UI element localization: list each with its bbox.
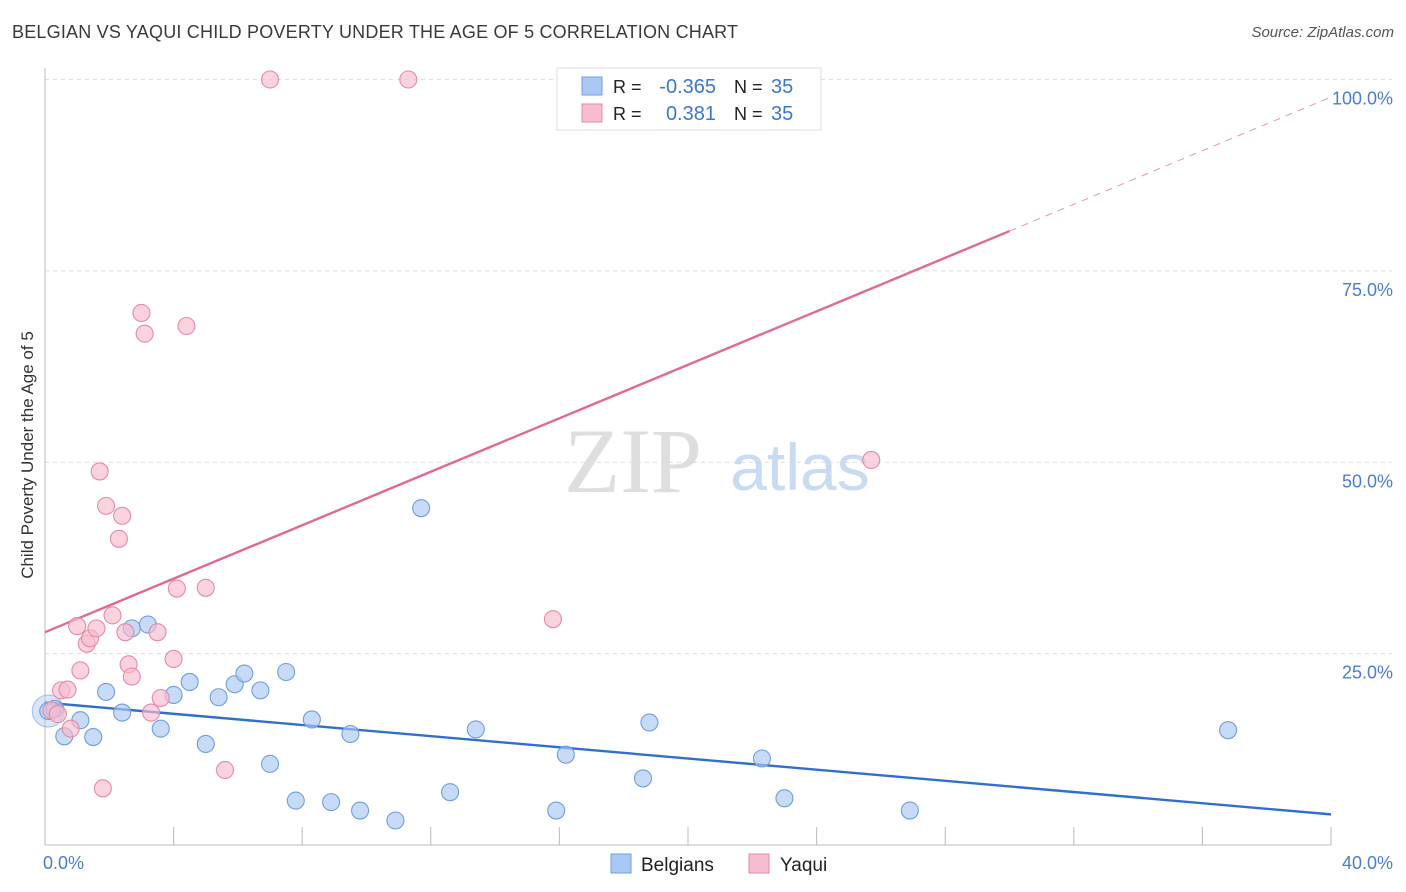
yaqui-point — [135, 324, 154, 343]
belgian-point — [752, 749, 771, 768]
yaqui-point — [61, 719, 80, 738]
belgian-point — [84, 728, 103, 747]
yaqui-point — [97, 496, 116, 515]
series-label-belgians: Belgians — [641, 855, 714, 876]
series-swatch-belgians — [610, 853, 632, 874]
watermark: ZIP atlas — [564, 410, 870, 512]
yaqui-point — [260, 70, 280, 89]
belgian-trend-line — [44, 701, 1332, 816]
legend-n-label-2: N = — [734, 104, 763, 124]
belgian-point — [351, 801, 370, 820]
belgian-point — [547, 801, 566, 820]
yaqui-point — [148, 623, 167, 642]
y-tick-label: 25.0% — [1342, 663, 1393, 683]
belgian-point — [412, 499, 431, 518]
y-tick-label: 50.0% — [1342, 471, 1393, 491]
yaqui-point — [177, 316, 196, 336]
yaqui-point — [122, 667, 141, 686]
legend-swatch-belgians — [581, 76, 603, 96]
yaqui-point — [68, 617, 87, 636]
belgian-point — [322, 793, 341, 812]
yaqui-point — [196, 578, 215, 597]
belgian-point — [302, 710, 321, 729]
source-credit: Source: ZipAtlas.com — [1251, 24, 1394, 41]
yaqui-point — [93, 779, 112, 798]
yaqui-point — [151, 688, 170, 708]
yaqui-point — [862, 450, 881, 470]
yaqui-point — [113, 506, 132, 525]
belgian-point — [286, 791, 305, 810]
belgian-point — [277, 662, 296, 682]
series-label-yaqui: Yaqui — [780, 855, 827, 876]
watermark-zip: ZIP — [564, 410, 702, 512]
legend-r-label-2: R = — [613, 104, 642, 124]
yaqui-point — [142, 703, 161, 722]
belgian-point — [900, 801, 919, 820]
belgian-point — [633, 769, 653, 788]
legend-r-value-1: -0.365 — [659, 76, 716, 98]
yaqui-point — [58, 680, 77, 699]
x-tick-label: 40.0% — [1342, 853, 1393, 873]
belgian-point — [196, 734, 215, 754]
belgian-point — [97, 682, 116, 701]
series-legend: Belgians Yaqui — [610, 853, 827, 876]
yaqui-point — [109, 529, 128, 548]
belgian-point — [113, 703, 132, 722]
yaqui-point — [215, 760, 235, 780]
y-tick-label: 75.0% — [1342, 280, 1393, 300]
yaqui-point — [71, 661, 90, 680]
series-swatch-yaqui — [748, 853, 770, 874]
yaqui-trend-line — [44, 229, 1010, 634]
belgian-point — [1219, 721, 1238, 740]
belgian-point — [466, 720, 485, 739]
belgian-point — [260, 754, 280, 773]
belgian-point — [441, 783, 460, 802]
yaqui-point — [399, 70, 418, 89]
belgian-point — [180, 672, 199, 691]
yaqui-point — [167, 579, 186, 598]
yaqui-point — [164, 649, 183, 669]
yaqui-point — [116, 623, 135, 642]
legend-swatch-yaqui — [581, 103, 603, 123]
y-axis-label: Child Poverty Under the Age of 5 — [18, 331, 37, 579]
correlation-legend: R = -0.365 N = 35 R = 0.381 N = 35 — [556, 67, 822, 131]
belgian-point — [556, 745, 575, 764]
yaqui-point — [543, 610, 563, 629]
legend-n-value-1: 35 — [771, 76, 793, 98]
x-tick-label: 0.0% — [43, 853, 84, 873]
yaqui-point — [90, 462, 109, 481]
belgian-point — [235, 664, 254, 683]
belgian-point — [251, 681, 270, 700]
tick-labels: 25.0% 50.0% 75.0% 100.0% 0.0% 40.0% — [43, 89, 1393, 874]
chart-title: BELGIAN VS YAQUI CHILD POVERTY UNDER THE… — [12, 22, 739, 42]
yaqui-point — [103, 606, 122, 625]
legend-n-value-2: 35 — [771, 103, 793, 125]
watermark-atlas: atlas — [730, 430, 869, 504]
yaqui-trend-extension — [1009, 96, 1332, 232]
legend-n-label-1: N = — [734, 77, 763, 97]
legend-r-label-1: R = — [613, 77, 642, 97]
belgian-point — [386, 811, 405, 830]
belgian-point — [209, 688, 228, 707]
belgian-point — [640, 713, 659, 732]
data-points — [31, 70, 1238, 830]
yaqui-point — [48, 705, 67, 724]
belgian-point — [151, 719, 170, 738]
belgian-point — [775, 789, 794, 808]
belgian-point — [341, 724, 360, 744]
legend-r-value-2: 0.381 — [666, 103, 716, 125]
trend-lines — [44, 96, 1332, 816]
yaqui-point — [132, 303, 151, 323]
yaqui-point — [87, 619, 106, 638]
y-tick-label: 100.0% — [1332, 89, 1393, 109]
grid-lines — [45, 79, 1392, 655]
